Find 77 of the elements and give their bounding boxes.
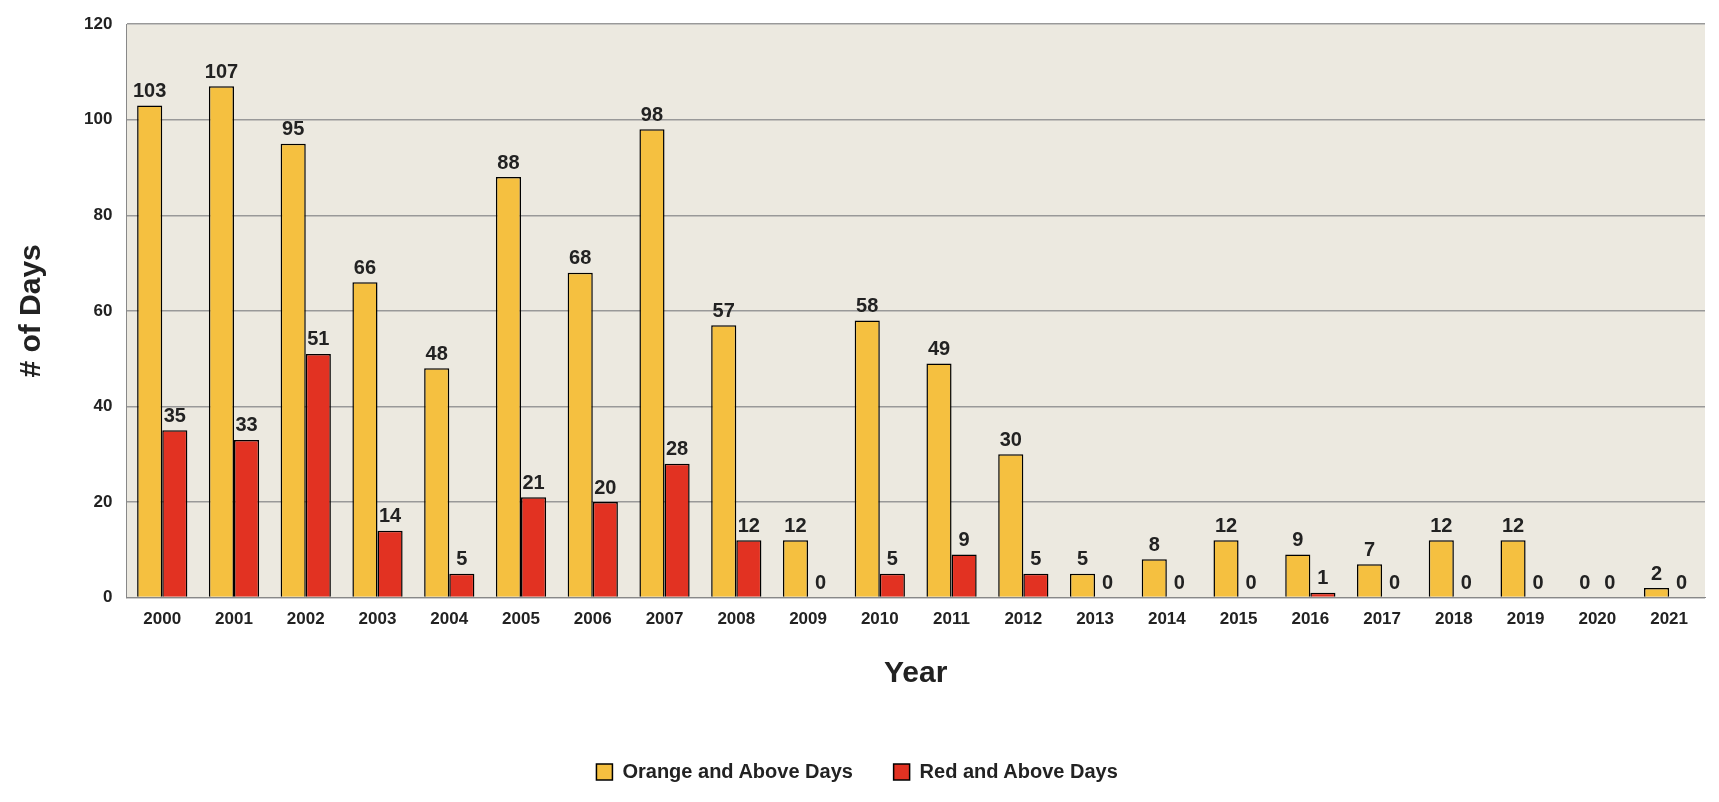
data-label: 12 xyxy=(784,513,807,536)
x-tick-label: 2018 xyxy=(1434,609,1473,629)
data-label: 0 xyxy=(1676,571,1688,594)
data-label: 33 xyxy=(235,413,258,436)
x-tick-label: 2017 xyxy=(1363,609,1402,629)
data-label: 2 xyxy=(1651,561,1663,584)
data-label: 0 xyxy=(815,571,827,594)
y-tick-label: 80 xyxy=(93,205,113,225)
x-axis-title: Year xyxy=(883,655,948,689)
data-label: 7 xyxy=(1363,537,1376,560)
data-label: 103 xyxy=(133,78,167,101)
x-tick-label: 2004 xyxy=(430,609,469,629)
data-label: 5 xyxy=(1030,547,1042,570)
data-label: 12 xyxy=(1214,513,1238,536)
x-tick-label: 2021 xyxy=(1650,609,1689,629)
data-label: 21 xyxy=(522,470,545,493)
y-tick-label: 20 xyxy=(93,491,113,511)
x-tick-label: 2007 xyxy=(645,609,684,629)
data-label: 48 xyxy=(425,341,448,364)
x-tick-label: 2005 xyxy=(502,609,540,629)
x-tick-label: 2006 xyxy=(573,609,612,629)
x-tick-label: 2008 xyxy=(717,609,756,629)
x-tick-label: 2010 xyxy=(860,609,899,629)
data-label: 58 xyxy=(856,293,879,316)
data-label: 107 xyxy=(204,59,239,82)
data-label: 68 xyxy=(569,246,592,269)
data-label: 12 xyxy=(737,513,760,536)
data-label: 88 xyxy=(497,150,520,173)
data-label: 49 xyxy=(927,336,951,359)
x-tick-label: 2019 xyxy=(1506,609,1545,629)
legend-label: Red and Above Days xyxy=(919,759,1118,782)
data-label: 66 xyxy=(353,255,377,278)
data-label: 14 xyxy=(378,504,403,527)
x-tick-label: 2015 xyxy=(1219,609,1258,629)
data-label: 98 xyxy=(640,102,664,125)
data-label: 30 xyxy=(999,427,1022,450)
x-tick-label: 2016 xyxy=(1291,609,1330,629)
y-tick-label: 120 xyxy=(83,13,113,33)
data-label: 5 xyxy=(886,547,898,570)
y-tick-label: 0 xyxy=(102,587,113,607)
x-tick-label: 2000 xyxy=(143,609,182,629)
x-tick-label: 2014 xyxy=(1147,609,1187,629)
y-tick-label: 100 xyxy=(83,109,113,129)
y-tick-label: 40 xyxy=(93,396,113,416)
x-tick-label: 2003 xyxy=(358,609,397,629)
data-label: 5 xyxy=(1076,547,1089,570)
data-label: 0 xyxy=(1532,571,1544,594)
data-label: 12 xyxy=(1501,513,1525,536)
data-label: 0 xyxy=(1460,571,1472,594)
data-label: 12 xyxy=(1430,513,1453,536)
data-label: 8 xyxy=(1148,532,1160,555)
x-tick-label: 2020 xyxy=(1578,609,1617,629)
y-axis-title: # of Days xyxy=(13,244,47,378)
data-label: 0 xyxy=(1579,571,1591,594)
data-label: 0 xyxy=(1604,571,1616,594)
x-tick-label: 2009 xyxy=(789,609,827,629)
data-label: 0 xyxy=(1173,571,1185,594)
data-label: 5 xyxy=(456,547,468,570)
data-label: 0 xyxy=(1245,571,1257,594)
data-label: 0 xyxy=(1102,571,1114,594)
data-label: 57 xyxy=(712,298,735,321)
x-tick-label: 2001 xyxy=(215,609,253,629)
y-tick-label: 60 xyxy=(93,300,113,320)
data-label: 35 xyxy=(163,403,186,426)
data-label: 9 xyxy=(958,528,970,551)
x-tick-label: 2013 xyxy=(1076,609,1114,629)
data-label: 95 xyxy=(282,117,305,140)
data-label: 28 xyxy=(665,437,689,460)
x-tick-label: 2011 xyxy=(933,609,971,629)
x-tick-label: 2012 xyxy=(1004,609,1043,629)
data-label: 9 xyxy=(1292,528,1304,551)
data-label: 0 xyxy=(1389,571,1401,594)
data-label: 51 xyxy=(307,327,330,350)
x-tick-label: 2002 xyxy=(286,609,325,629)
data-label: 20 xyxy=(594,475,617,498)
data-label: 1 xyxy=(1317,566,1329,589)
legend-label: Orange and Above Days xyxy=(622,759,853,782)
